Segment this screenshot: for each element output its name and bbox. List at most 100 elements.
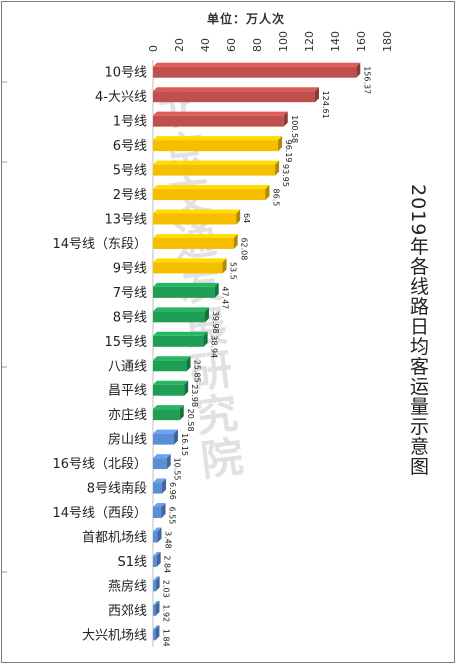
category-label: 15号线: [104, 335, 147, 350]
bar: [153, 507, 162, 519]
value-label: 3.48: [164, 531, 173, 549]
x-tick-label: 40: [199, 38, 212, 52]
value-label: 124.61: [321, 91, 330, 119]
bar-side-face: [184, 380, 189, 396]
x-tick-label: 180: [381, 31, 394, 52]
category-label: 1号线: [113, 115, 147, 130]
bar-top-face: [153, 405, 184, 410]
x-tick-label: 60: [225, 38, 238, 52]
category-label: 亦庄线: [108, 407, 147, 423]
bar-side-face: [265, 185, 270, 201]
bar-side-face: [173, 429, 178, 445]
value-label: 6.96: [168, 482, 177, 500]
x-tick-label: 20: [173, 38, 186, 52]
bar-top-face: [153, 282, 219, 287]
bar-side-face: [204, 307, 209, 323]
bar-top-face: [153, 503, 166, 508]
category-label: 大兴机场线: [82, 628, 147, 643]
value-label: 25.85: [193, 360, 202, 383]
bar-side-face: [186, 356, 191, 372]
value-label: 93.95: [281, 164, 290, 187]
bar-side-face: [161, 503, 166, 519]
category-label: 西郊线: [108, 603, 147, 619]
bar: [153, 458, 167, 470]
bar-side-face: [222, 258, 227, 274]
bar: [153, 482, 163, 494]
bar-side-face: [166, 454, 171, 470]
category-label: 4-大兴线: [95, 90, 147, 105]
x-tick-label: 100: [277, 31, 290, 52]
value-label: 38.94: [210, 335, 219, 358]
bar-side-face: [214, 282, 219, 298]
bar: [153, 115, 284, 127]
value-label: 86.5: [271, 189, 280, 207]
bar-top-face: [153, 233, 238, 238]
bar-side-face: [283, 111, 288, 127]
bar: [153, 140, 279, 152]
bar-side-face: [236, 209, 241, 225]
value-label: 1.92: [161, 604, 170, 622]
bar-side-face: [275, 160, 280, 176]
value-label: 6.55: [168, 507, 177, 525]
x-tick-label: 140: [329, 31, 342, 52]
bar-top-face: [153, 429, 178, 434]
bar-top-face: [153, 600, 160, 605]
bar: [153, 604, 156, 616]
bar-side-face: [314, 87, 319, 103]
bar-top-face: [153, 185, 270, 190]
category-label: 6号线: [113, 139, 147, 154]
bar-top-face: [153, 209, 241, 214]
x-tick-label: 120: [303, 31, 316, 52]
category-label: 八通线: [108, 359, 147, 374]
bar: [153, 189, 266, 201]
bar-top-face: [153, 111, 288, 116]
bar: [153, 286, 215, 298]
bar: [153, 433, 174, 445]
value-label: 39.98: [211, 311, 220, 334]
bar: [153, 629, 156, 641]
value-label: 53.5: [229, 262, 238, 280]
bar: [153, 91, 315, 103]
category-label: 燕房线: [108, 578, 147, 594]
category-label: 房山线: [108, 432, 147, 448]
bar: [153, 311, 205, 323]
bar-top-face: [153, 380, 189, 385]
bar-side-face: [356, 62, 361, 78]
bar-side-face: [156, 551, 161, 567]
bar-top-face: [153, 87, 319, 92]
bar-side-face: [162, 478, 167, 494]
bar-side-face: [278, 136, 283, 152]
bar-top-face: [153, 258, 227, 263]
x-tick-label: 80: [251, 38, 264, 52]
category-label: 14号线（东段）: [52, 237, 147, 252]
value-label: 62.08: [240, 237, 249, 260]
bar: [153, 335, 204, 347]
bar: [153, 262, 223, 274]
bar: [153, 555, 157, 567]
unit-label: 单位：万人次: [207, 12, 286, 26]
category-label: 5号线: [113, 164, 147, 179]
value-label: 2.03: [162, 580, 171, 598]
x-tick-label: 160: [355, 31, 368, 52]
value-label: 156.37: [362, 66, 371, 94]
bar-top-face: [153, 454, 171, 459]
bar-top-face: [153, 625, 160, 630]
category-label: 9号线: [113, 261, 147, 276]
value-label: 20.58: [186, 409, 195, 432]
value-label: 10.55: [173, 458, 182, 481]
bar-side-face: [155, 600, 160, 616]
bar-top-face: [153, 62, 361, 67]
category-label: 13号线: [104, 212, 147, 227]
value-label: 47.47: [221, 286, 230, 309]
value-label: 23.98: [190, 384, 199, 407]
bar-side-face: [155, 625, 160, 641]
category-label: 8号线南段: [87, 481, 147, 497]
bar-side-face: [179, 405, 184, 421]
category-label: 昌平线: [108, 384, 147, 399]
bar: [153, 237, 234, 249]
x-tick-label: 0: [147, 45, 160, 52]
value-label: 100.58: [290, 115, 299, 143]
bar-top-face: [153, 160, 280, 165]
